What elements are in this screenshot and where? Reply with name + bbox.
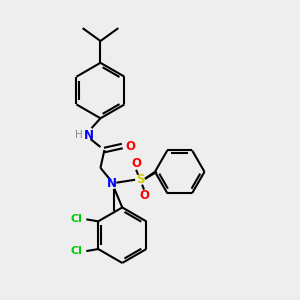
Text: Cl: Cl [70, 214, 83, 224]
Text: O: O [139, 189, 149, 202]
Text: N: N [84, 129, 94, 142]
Text: Cl: Cl [70, 246, 83, 256]
Text: H: H [75, 130, 83, 140]
Text: O: O [125, 140, 135, 152]
Text: N: N [107, 177, 117, 190]
Text: O: O [131, 158, 141, 170]
Text: S: S [136, 173, 144, 186]
